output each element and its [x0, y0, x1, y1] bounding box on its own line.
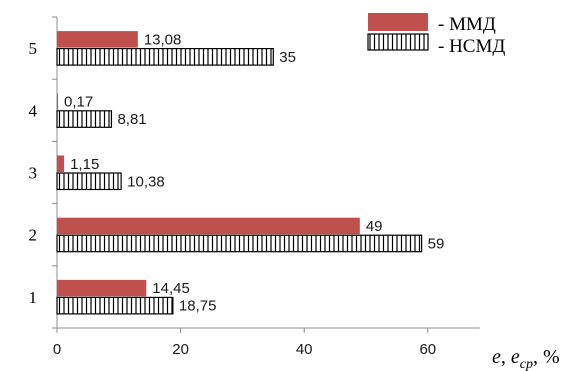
legend-label-mmd: - ММД [438, 14, 496, 35]
x-tick-label: 40 [296, 341, 313, 358]
bar-nsmd [56, 234, 423, 253]
category-label: 5 [29, 39, 38, 58]
data-label-nsmd: 18,75 [179, 298, 217, 315]
legend-swatch-nsmd [367, 33, 429, 51]
bar-mmd [57, 279, 147, 297]
x-axis-title: e, ecp, % [492, 346, 560, 371]
data-label-mmd: 13,08 [144, 31, 182, 48]
bar-nsmd [56, 47, 274, 66]
data-label-mmd: 1,15 [70, 156, 99, 173]
bar-nsmd [56, 110, 113, 128]
legend-swatch-mmd [368, 13, 428, 31]
bar-mmd [57, 31, 138, 48]
x-tick-label: 20 [172, 341, 189, 358]
bar-nsmd [56, 172, 122, 191]
x-tick-label: 60 [419, 341, 436, 358]
legend-label-nsmd: - НСМД [438, 36, 505, 57]
bar-mmd [57, 93, 59, 110]
data-label-mmd: 14,45 [152, 280, 190, 297]
data-label-mmd: 49 [366, 218, 383, 235]
data-label-mmd: 0,17 [64, 94, 93, 111]
bar-mmd [57, 155, 65, 172]
x-tick-label: 0 [53, 341, 61, 358]
category-label: 2 [29, 226, 38, 245]
data-label-nsmd: 35 [279, 49, 296, 66]
data-label-nsmd: 10,38 [127, 173, 165, 190]
category-label: 1 [29, 288, 38, 307]
category-label: 4 [29, 101, 38, 120]
data-label-nsmd: 59 [428, 235, 445, 252]
data-label-nsmd: 8,81 [117, 111, 146, 128]
category-label: 3 [29, 164, 38, 183]
bar-nsmd [56, 296, 174, 315]
legend: - ММД - НСМД [367, 13, 505, 57]
bar-mmd [57, 217, 360, 235]
